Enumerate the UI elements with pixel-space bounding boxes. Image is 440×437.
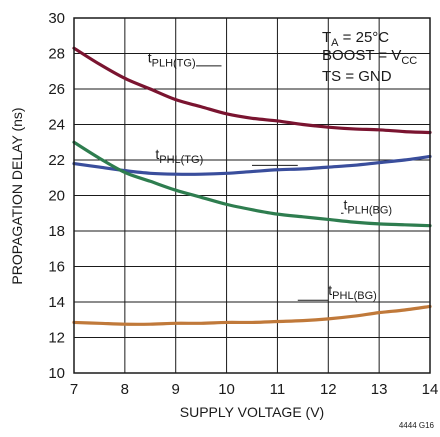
y-tick-label: 16 <box>48 259 65 276</box>
y-tick-label: 20 <box>48 188 65 205</box>
series-lines <box>72 46 432 326</box>
series-labels: tPLH(TG) tPHL(TG) tPLH(BG) tPHL(BG) <box>148 49 392 302</box>
x-tick-label: 13 <box>371 381 388 398</box>
y-tick-label: 28 <box>48 46 65 63</box>
y-axis-title: PROPAGATION DELAY (ns) <box>9 107 25 284</box>
y-tick-label: 22 <box>48 152 65 169</box>
y-tick-label: 10 <box>48 365 65 382</box>
y-tick-labels: 10 12 14 16 18 20 22 24 26 28 30 <box>48 10 65 382</box>
condition-temperature: TA = 25°C <box>322 29 389 49</box>
x-tick-label: 7 <box>70 381 78 398</box>
x-tick-label: 11 <box>270 381 286 398</box>
y-tick-label: 26 <box>48 81 65 98</box>
series-line <box>72 304 432 326</box>
series-line <box>72 46 432 135</box>
condition-boost: BOOST = VCC <box>322 47 417 67</box>
y-tick-label: 12 <box>48 330 65 347</box>
series-line <box>72 154 432 176</box>
x-tick-label: 14 <box>422 381 439 398</box>
y-tick-label: 14 <box>48 294 65 311</box>
series-label: tPHL(TG) <box>155 146 203 166</box>
x-tick-labels: 7 8 9 10 11 12 13 14 <box>70 381 439 398</box>
x-tick-label: 10 <box>218 381 235 398</box>
figure-number: 4444 G16 <box>399 421 435 430</box>
series-label: tPHL(BG) <box>328 282 377 302</box>
y-tick-label: 30 <box>48 10 65 27</box>
x-axis-title: SUPPLY VOLTAGE (V) <box>180 404 324 420</box>
series-label: tPLH(TG) <box>148 49 196 69</box>
plot-frame <box>73 17 431 374</box>
series-label: tPLH(BG) <box>344 197 393 217</box>
y-tick-label: 18 <box>48 223 65 240</box>
x-tick-label: 12 <box>320 381 337 398</box>
x-tick-label: 9 <box>172 381 180 398</box>
condition-ts: TS = GND <box>322 68 392 85</box>
x-tick-label: 8 <box>121 381 129 398</box>
grid-lines <box>73 17 431 374</box>
y-tick-label: 24 <box>48 117 65 134</box>
series-line <box>72 140 432 228</box>
conditions-box: TA = 25°C BOOST = VCC TS = GND <box>322 29 417 85</box>
